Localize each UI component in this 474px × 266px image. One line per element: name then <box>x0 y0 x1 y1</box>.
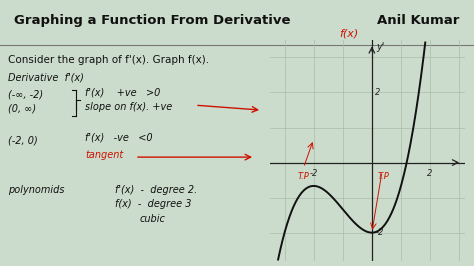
Text: f'(x)  -  degree 2.: f'(x) - degree 2. <box>115 185 197 195</box>
Text: T.P: T.P <box>378 172 390 181</box>
Text: Consider the graph of f'(x). Graph f(x).: Consider the graph of f'(x). Graph f(x). <box>8 55 209 65</box>
Text: (0, ∞): (0, ∞) <box>8 103 36 113</box>
Text: Graphing a Function From Derivative: Graphing a Function From Derivative <box>14 14 291 27</box>
Text: (-2, 0): (-2, 0) <box>8 135 38 145</box>
Text: Anil Kumar: Anil Kumar <box>377 14 460 27</box>
Text: T.P: T.P <box>298 172 310 181</box>
Text: Derivative  f'(x): Derivative f'(x) <box>8 72 84 82</box>
Text: 2: 2 <box>428 169 433 178</box>
Text: (-∞, -2): (-∞, -2) <box>8 89 43 99</box>
Text: f'(x)    +ve   >0: f'(x) +ve >0 <box>85 87 160 97</box>
Text: f(x)  -  degree 3: f(x) - degree 3 <box>115 199 191 209</box>
Text: slope on f(x). +ve: slope on f(x). +ve <box>85 102 172 112</box>
Text: y': y' <box>376 42 384 52</box>
Text: f'(x)   -ve   <0: f'(x) -ve <0 <box>85 132 153 142</box>
Text: polynomids: polynomids <box>8 185 64 195</box>
Text: cubic: cubic <box>140 214 166 224</box>
Text: -2: -2 <box>310 169 318 178</box>
Text: -2: -2 <box>375 228 384 237</box>
Text: tangent: tangent <box>85 150 123 160</box>
Text: 2: 2 <box>375 88 381 97</box>
Text: f(x): f(x) <box>339 28 358 38</box>
